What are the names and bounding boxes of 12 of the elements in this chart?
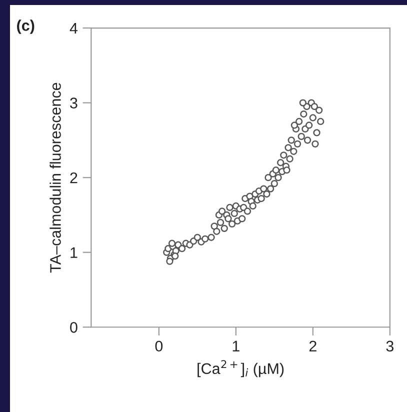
x-tick-label: 3 xyxy=(386,340,394,352)
y-tick-label: 1 xyxy=(70,247,78,258)
x-axis-title: [Ca$^{2+}$]$_{i}$ (µM) xyxy=(198,360,284,378)
y-axis-title: TA–calmodulin fluorescence xyxy=(50,82,61,273)
x-tick-label: 0 xyxy=(155,340,163,352)
y-tick-label: 3 xyxy=(70,98,78,108)
x-tick-label: 2 xyxy=(309,340,316,352)
x-tick-label: 1 xyxy=(232,340,240,352)
y-tick-label: 0 xyxy=(70,322,78,333)
y-tick-label: 2 xyxy=(70,172,78,184)
chart-title: (c) xyxy=(17,20,34,34)
y-tick-label: 4 xyxy=(70,23,78,34)
